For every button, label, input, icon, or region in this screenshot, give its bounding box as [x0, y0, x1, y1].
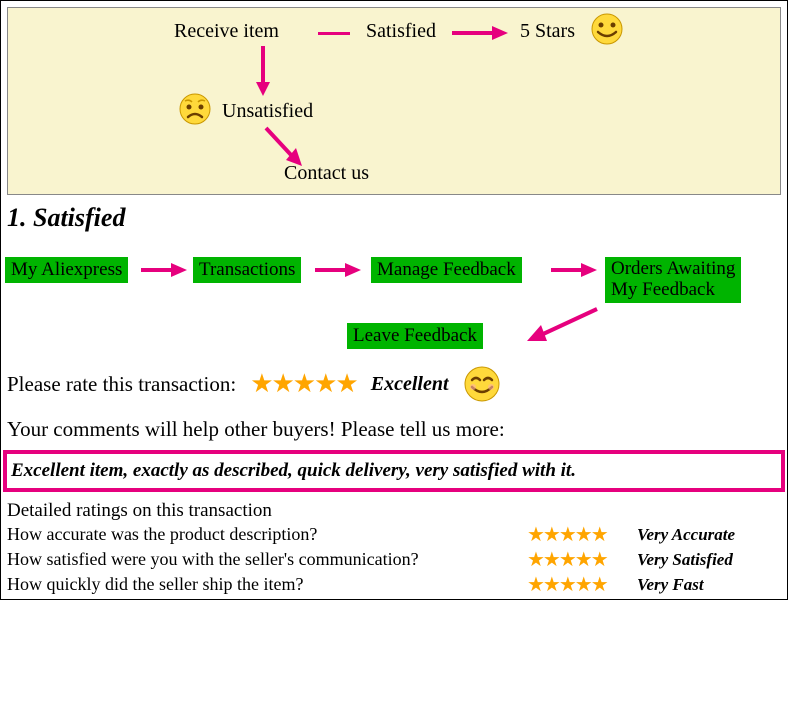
rate-this-label: Please rate this transaction: — [7, 372, 236, 397]
steps-flow: My Aliexpress Transactions Manage Feedba… — [1, 243, 787, 353]
flow-5stars: 5 Stars — [520, 20, 575, 43]
step-orders-awaiting: Orders Awaiting My Feedback — [605, 257, 741, 303]
detailed-ratings-heading: Detailed ratings on this transaction — [7, 500, 781, 522]
step-leave-feedback: Leave Feedback — [347, 323, 483, 349]
step-manage-feedback: Manage Feedback — [371, 257, 522, 283]
step-my-aliexpress: My Aliexpress — [5, 257, 128, 283]
flow-satisfied: Satisfied — [366, 20, 436, 43]
rating-stars: ★★★★★ — [250, 369, 357, 399]
feedback-flow-box: Receive item Satisfied 5 Stars Unsatisfi… — [7, 7, 781, 195]
arrow-right-icon — [315, 261, 361, 279]
detail-stars: ★★★★★ — [527, 547, 637, 572]
step-transactions: Transactions — [193, 257, 301, 283]
sad-face-icon — [178, 92, 212, 126]
arrow-receive-to-satisfied — [318, 32, 350, 35]
arrow-down-icon — [254, 46, 272, 96]
review-text-box: Excellent item, exactly as described, qu… — [3, 450, 785, 492]
detail-q-accuracy: How accurate was the product description… — [7, 524, 527, 545]
flow-unsatisfied: Unsatisfied — [222, 100, 313, 123]
happy-face-icon — [590, 12, 624, 46]
heading-satisfied: 1. Satisfied — [7, 203, 781, 233]
arrow-right-icon — [141, 261, 187, 279]
detail-stars: ★★★★★ — [527, 522, 637, 547]
flow-contact-us: Contact us — [284, 162, 369, 185]
detail-q-shipping: How quickly did the seller ship the item… — [7, 574, 527, 595]
detail-row-accuracy: How accurate was the product description… — [7, 522, 781, 547]
arrow-diag-left-icon — [521, 305, 601, 345]
detail-row-communication: How satisfied were you with the seller's… — [7, 547, 781, 572]
detail-label-communication: Very Satisfied — [637, 550, 733, 570]
comments-prompt: Your comments will help other buyers! Pl… — [1, 415, 787, 444]
rating-excellent-label: Excellent — [371, 373, 449, 396]
detail-row-shipping: How quickly did the seller ship the item… — [7, 572, 781, 597]
arrow-right-icon — [452, 24, 508, 42]
detail-label-shipping: Very Fast — [637, 575, 704, 595]
detail-label-accuracy: Very Accurate — [637, 525, 735, 545]
detail-q-communication: How satisfied were you with the seller's… — [7, 549, 527, 570]
detail-stars: ★★★★★ — [527, 572, 637, 597]
flow-receive-item: Receive item — [174, 20, 279, 43]
review-text: Excellent item, exactly as described, qu… — [11, 460, 576, 481]
smiling-face-icon — [463, 365, 501, 403]
arrow-right-icon — [551, 261, 597, 279]
